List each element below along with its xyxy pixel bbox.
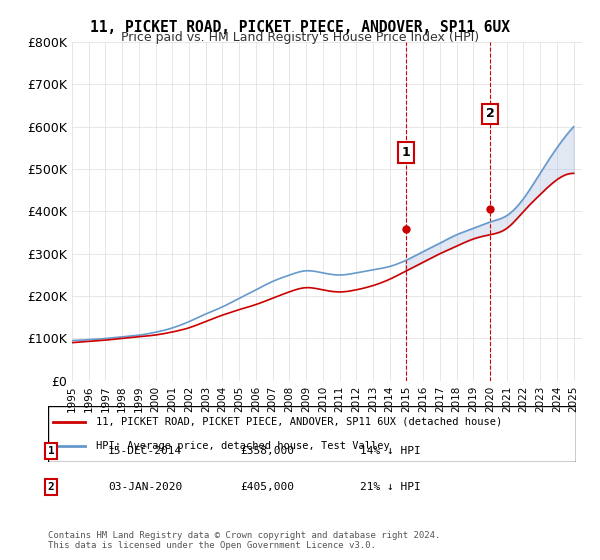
Text: 1: 1 [401, 146, 410, 159]
Text: Contains HM Land Registry data © Crown copyright and database right 2024.
This d: Contains HM Land Registry data © Crown c… [48, 530, 440, 550]
Text: £405,000: £405,000 [240, 482, 294, 492]
Text: 21% ↓ HPI: 21% ↓ HPI [360, 482, 421, 492]
Text: 14% ↓ HPI: 14% ↓ HPI [360, 446, 421, 456]
Text: 1: 1 [47, 446, 55, 456]
Text: Price paid vs. HM Land Registry's House Price Index (HPI): Price paid vs. HM Land Registry's House … [121, 31, 479, 44]
Text: £358,000: £358,000 [240, 446, 294, 456]
Text: HPI: Average price, detached house, Test Valley: HPI: Average price, detached house, Test… [95, 441, 389, 451]
Text: 2: 2 [47, 482, 55, 492]
Text: 2: 2 [486, 108, 495, 120]
Text: 11, PICKET ROAD, PICKET PIECE, ANDOVER, SP11 6UX: 11, PICKET ROAD, PICKET PIECE, ANDOVER, … [90, 20, 510, 35]
Text: 03-JAN-2020: 03-JAN-2020 [108, 482, 182, 492]
Text: 15-DEC-2014: 15-DEC-2014 [108, 446, 182, 456]
Text: 11, PICKET ROAD, PICKET PIECE, ANDOVER, SP11 6UX (detached house): 11, PICKET ROAD, PICKET PIECE, ANDOVER, … [95, 417, 502, 427]
